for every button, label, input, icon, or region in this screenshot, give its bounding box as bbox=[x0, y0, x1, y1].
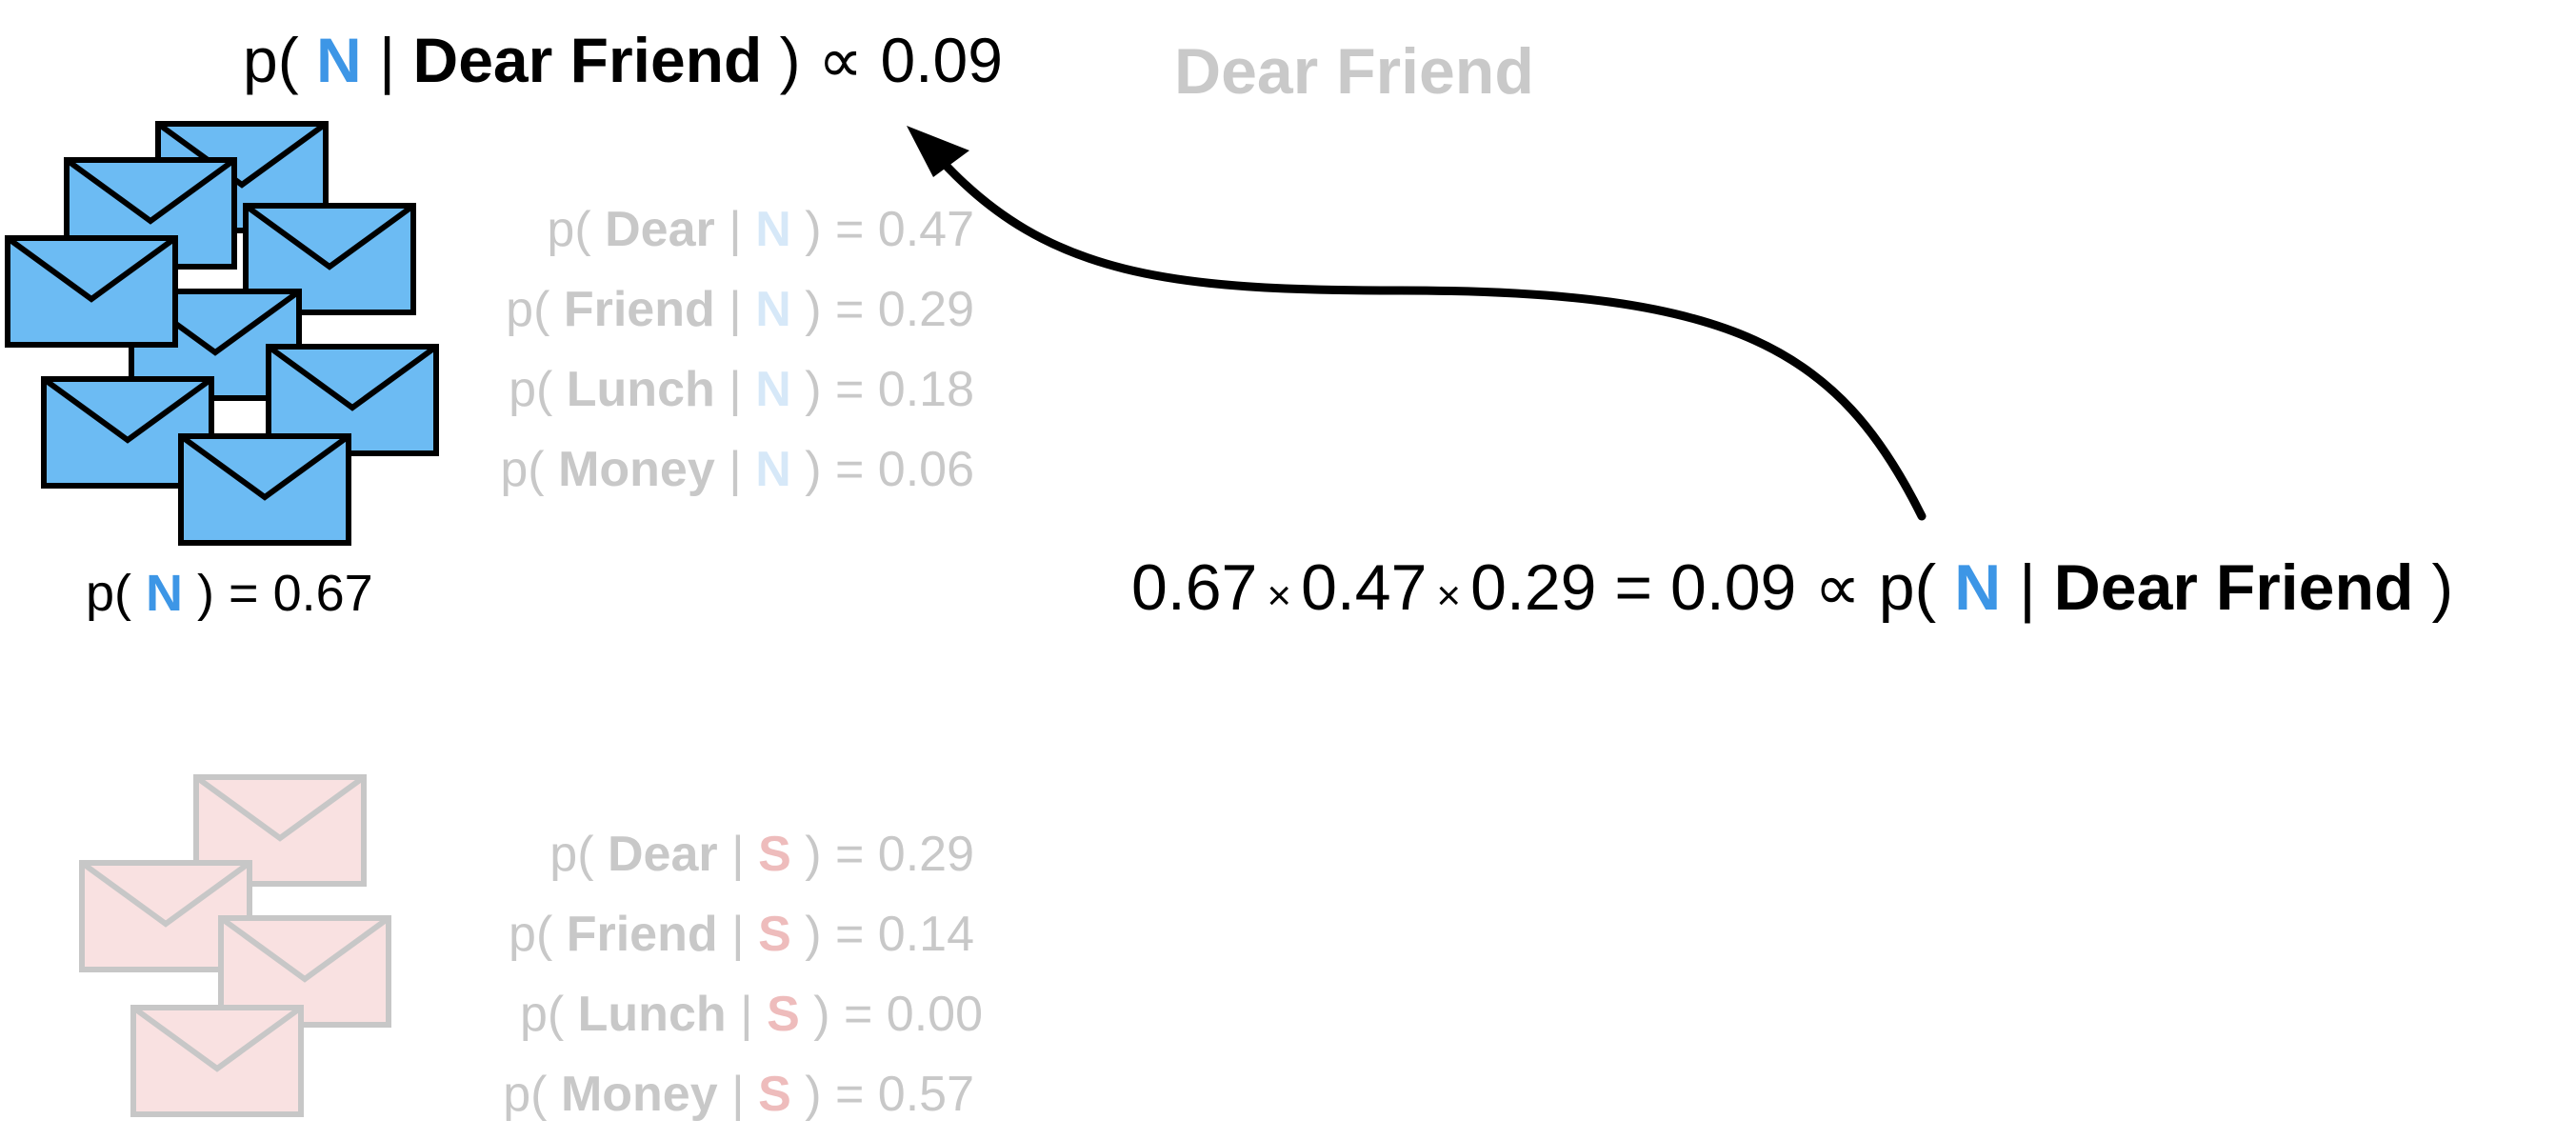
title-class: N bbox=[316, 25, 362, 95]
normal-likelihood-dear: p( Dear | N ) = 0.47 bbox=[547, 202, 974, 257]
normal-envelope-pile bbox=[8, 124, 436, 543]
posterior-equation: 0.67 × 0.47 × 0.29 = 0.09 ∝ p( N | Dear Frie… bbox=[1131, 551, 2454, 624]
equation-likelihood-friend: 0.29 bbox=[1470, 551, 1597, 624]
normal-likelihood-friend: p( Friend | N ) = 0.29 bbox=[506, 282, 974, 337]
arrow-icon bbox=[907, 126, 1927, 521]
equation-likelihood-dear: 0.47 bbox=[1301, 551, 1428, 624]
posterior-title: p( N | Dear Friend ) ∝ 0.09 bbox=[243, 17, 1003, 103]
title-bar: | bbox=[379, 25, 396, 95]
spam-likelihood-dear: p( Dear | S ) = 0.29 bbox=[549, 827, 974, 882]
title-suffix: ) ∝ 0.09 bbox=[779, 25, 1003, 95]
title-prefix: p( bbox=[243, 25, 299, 95]
envelope-icon bbox=[133, 1008, 301, 1114]
envelope-icon bbox=[8, 238, 175, 345]
spam-envelope-pile bbox=[82, 777, 389, 1114]
equation-result: = 0.09 ∝ p( bbox=[1614, 551, 1937, 624]
normal-prior: p( N ) = 0.67 bbox=[86, 565, 373, 622]
normal-likelihood-lunch: p( Lunch | N ) = 0.18 bbox=[509, 362, 974, 417]
normal-likelihood-money: p( Money | N ) = 0.06 bbox=[500, 442, 974, 497]
equation-prior: 0.67 bbox=[1131, 551, 1258, 624]
spam-likelihood-money: p( Money | S ) = 0.57 bbox=[503, 1067, 974, 1122]
spam-likelihood-friend: p( Friend | S ) = 0.14 bbox=[509, 907, 974, 962]
envelope-icon bbox=[181, 436, 349, 543]
spam-likelihood-lunch: p( Lunch | S ) = 0.00 bbox=[519, 987, 983, 1042]
ghost-message: Dear Friend bbox=[1174, 35, 1534, 108]
title-words: Dear Friend bbox=[412, 25, 763, 95]
